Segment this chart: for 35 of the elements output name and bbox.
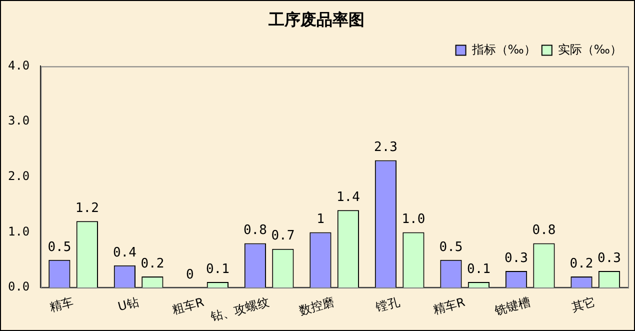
y-tick-label: 2.0 xyxy=(8,169,30,184)
x-tick-label: 钻、攻螺纹 xyxy=(208,294,271,324)
x-tick-label: U钻 xyxy=(116,294,140,314)
legend-label: 指标（‰） xyxy=(470,42,536,56)
data-label: 0.5 xyxy=(439,240,463,255)
data-label: 0.4 xyxy=(112,245,137,260)
y-tick-label: 0.0 xyxy=(8,280,30,294)
data-label: 0.2 xyxy=(570,256,594,272)
data-label: 0.8 xyxy=(532,223,556,238)
x-tick-label: 数控磨 xyxy=(298,294,336,318)
chart-title: 工序废品率图 xyxy=(268,10,364,29)
y-tick-label: 1.0 xyxy=(8,224,30,238)
x-tick-label: 铣键槽 xyxy=(492,294,532,318)
x-tick-label: 精车 xyxy=(48,294,75,315)
x-tick-label: 其它 xyxy=(570,294,597,315)
x-tick-label: 镗孔 xyxy=(373,294,402,315)
data-label: 1 xyxy=(316,212,324,228)
data-label: 0.3 xyxy=(597,250,621,266)
data-label: 2.3 xyxy=(374,140,398,156)
data-label: 1.2 xyxy=(75,201,99,216)
data-label: 1.4 xyxy=(336,190,360,205)
data-label: 0 xyxy=(186,267,194,282)
data-label: 0.3 xyxy=(504,250,528,266)
legend-label: 实际（‰） xyxy=(558,42,622,56)
x-tick-label: 精车R xyxy=(432,294,466,317)
data-label: 0.1 xyxy=(466,262,490,277)
y-tick-label: 3.0 xyxy=(8,114,30,128)
data-label: 0.7 xyxy=(271,228,295,244)
data-label: 0.1 xyxy=(206,262,230,277)
data-label: 0.2 xyxy=(140,256,164,272)
data-label: 1.0 xyxy=(402,212,426,228)
y-tick-label: 4.0 xyxy=(8,58,30,72)
x-tick-label: 粗车R xyxy=(170,294,206,317)
data-label: 0.8 xyxy=(243,223,267,238)
data-label: 0.5 xyxy=(48,240,72,255)
